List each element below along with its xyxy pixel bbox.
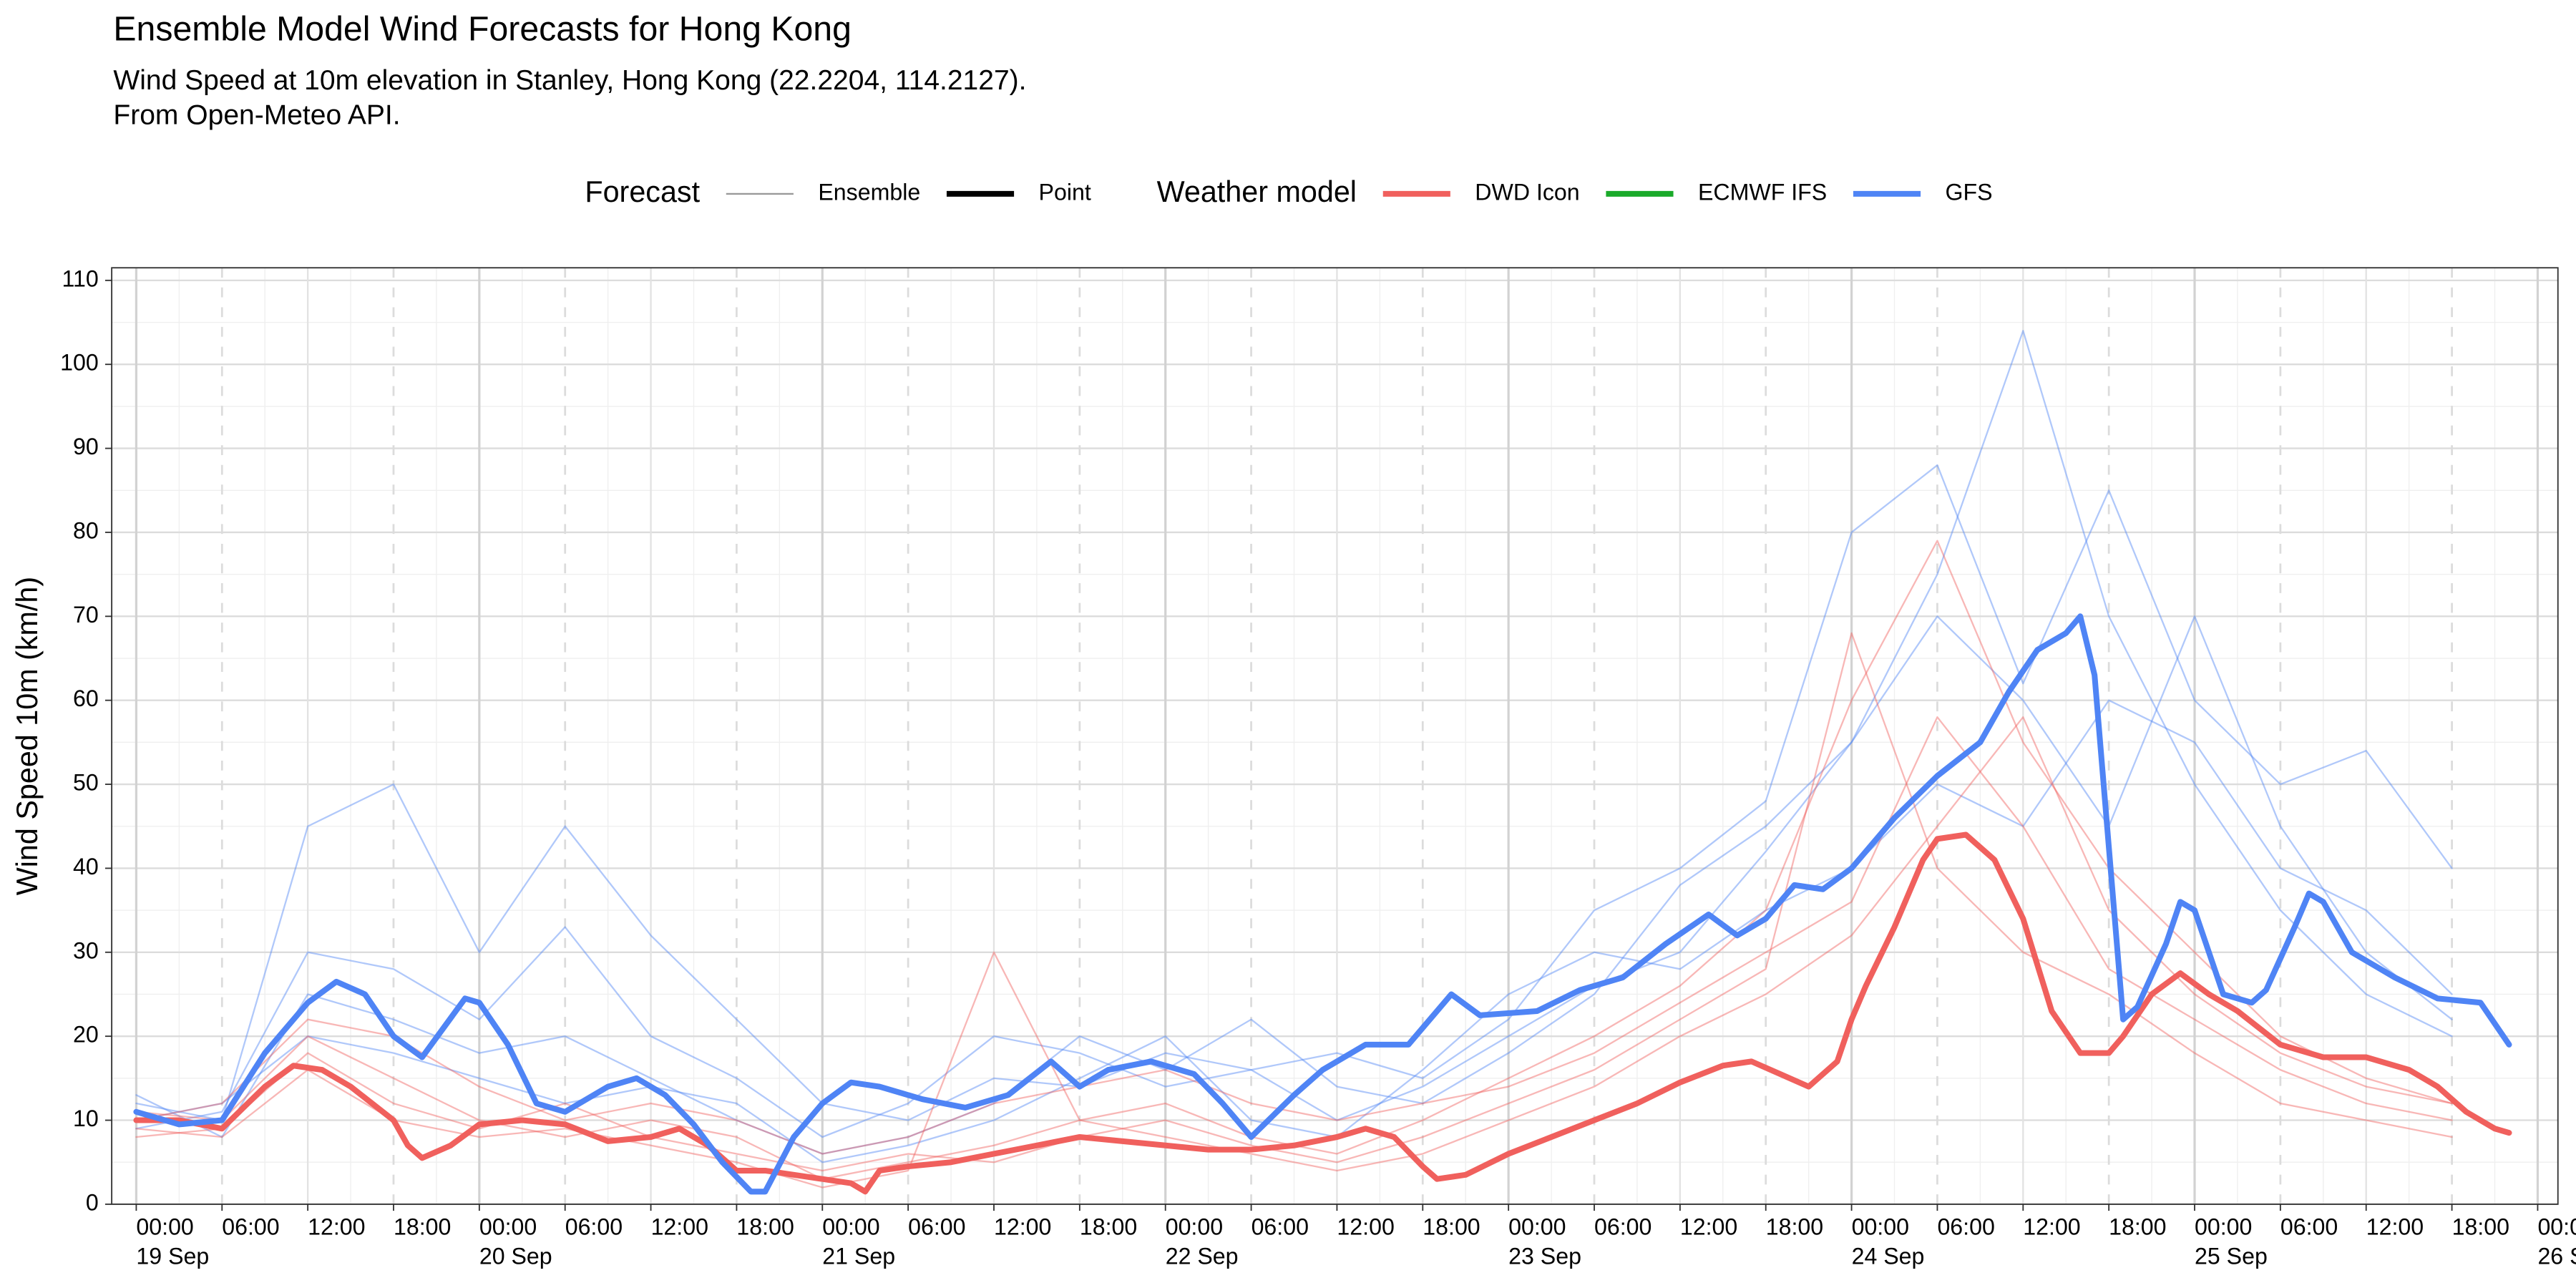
x-tick-label: 00:0026 Sep	[2537, 1214, 2576, 1269]
x-tick-label: 12:00	[1337, 1214, 1394, 1240]
y-tick-label: 50	[73, 770, 99, 796]
chart-title: Ensemble Model Wind Forecasts for Hong K…	[113, 9, 852, 48]
y-tick-label: 0	[86, 1189, 99, 1215]
x-tick-label: 00:00 20 Sep	[479, 1214, 552, 1269]
x-tick-label: 18:00	[394, 1214, 451, 1240]
legend-title: Forecast	[585, 175, 700, 208]
x-tick-label: 18:00	[2452, 1214, 2509, 1240]
ensemble-line	[135, 716, 2453, 1155]
y-tick-label: 100	[60, 350, 99, 376]
x-tick-label: 12:00	[1680, 1214, 1737, 1240]
y-tick-label: 60	[73, 686, 99, 711]
x-tick-label: 12:00	[2023, 1214, 2080, 1240]
legend-title: Weather model	[1157, 175, 1357, 208]
y-tick-label: 70	[73, 602, 99, 628]
y-tick-label: 20	[73, 1022, 99, 1048]
y-tick-label: 10	[73, 1106, 99, 1131]
x-tick-label: 18:00	[1423, 1214, 1480, 1240]
x-tick-label: 18:00	[1766, 1214, 1823, 1240]
y-tick-label: 30	[73, 937, 99, 963]
panel-border	[111, 267, 2559, 1205]
point-forecast-line	[133, 613, 2512, 1195]
x-tick-label: 06:00	[565, 1214, 623, 1240]
point-forecast-line	[133, 831, 2512, 1195]
y-tick-label: 90	[73, 434, 99, 459]
ensemble-line	[135, 716, 2453, 1189]
x-tick-label: 06:00	[1594, 1214, 1652, 1240]
y-tick-label: 40	[73, 854, 99, 879]
x-tick-label: 06:00	[1252, 1214, 1309, 1240]
y-tick-label: 110	[62, 265, 99, 291]
x-tick-label: 00:00 25 Sep	[2195, 1214, 2268, 1269]
x-tick-label: 12:00	[994, 1214, 1051, 1240]
x-tick-label: 18:00	[1080, 1214, 1137, 1240]
x-tick-label: 18:00	[736, 1214, 794, 1240]
chart-subtitle: Wind Speed at 10m elevation in Stanley, …	[113, 65, 1026, 96]
x-tick-label: 00:00 21 Sep	[822, 1214, 895, 1269]
x-tick-label: 00:00 22 Sep	[1166, 1214, 1239, 1269]
x-tick-label: 06:00	[2280, 1214, 2338, 1240]
chart-subtitle: From Open-Meteo API.	[113, 99, 400, 130]
ensemble-line	[135, 632, 2453, 1172]
legend-label: Point	[1039, 179, 1091, 205]
ensemble-line	[135, 464, 2453, 1138]
legend-label: Ensemble	[818, 179, 920, 205]
x-tick-label: 00:00 19 Sep	[136, 1214, 209, 1269]
y-axis-title: Wind Speed 10m (km/h)	[11, 577, 44, 895]
x-tick-label: 06:00	[222, 1214, 279, 1240]
legend-label: DWD Icon	[1475, 179, 1579, 205]
y-tick-label: 80	[73, 517, 99, 543]
x-tick-label: 12:00	[2366, 1214, 2424, 1240]
ensemble-line	[135, 699, 2453, 1163]
ensemble-line	[135, 615, 2453, 1155]
x-tick-label: 06:00	[908, 1214, 965, 1240]
x-tick-label: 00:00 23 Sep	[1508, 1214, 1581, 1269]
x-tick-label: 18:00	[2109, 1214, 2166, 1240]
legend-label: ECMWF IFS	[1698, 179, 1827, 205]
legend-label: GFS	[1946, 179, 1993, 205]
x-tick-label: 12:00	[308, 1214, 365, 1240]
x-tick-label: 12:00	[651, 1214, 708, 1240]
x-tick-label: 00:00 24 Sep	[1852, 1214, 1925, 1269]
x-tick-label: 06:00	[1937, 1214, 1994, 1240]
